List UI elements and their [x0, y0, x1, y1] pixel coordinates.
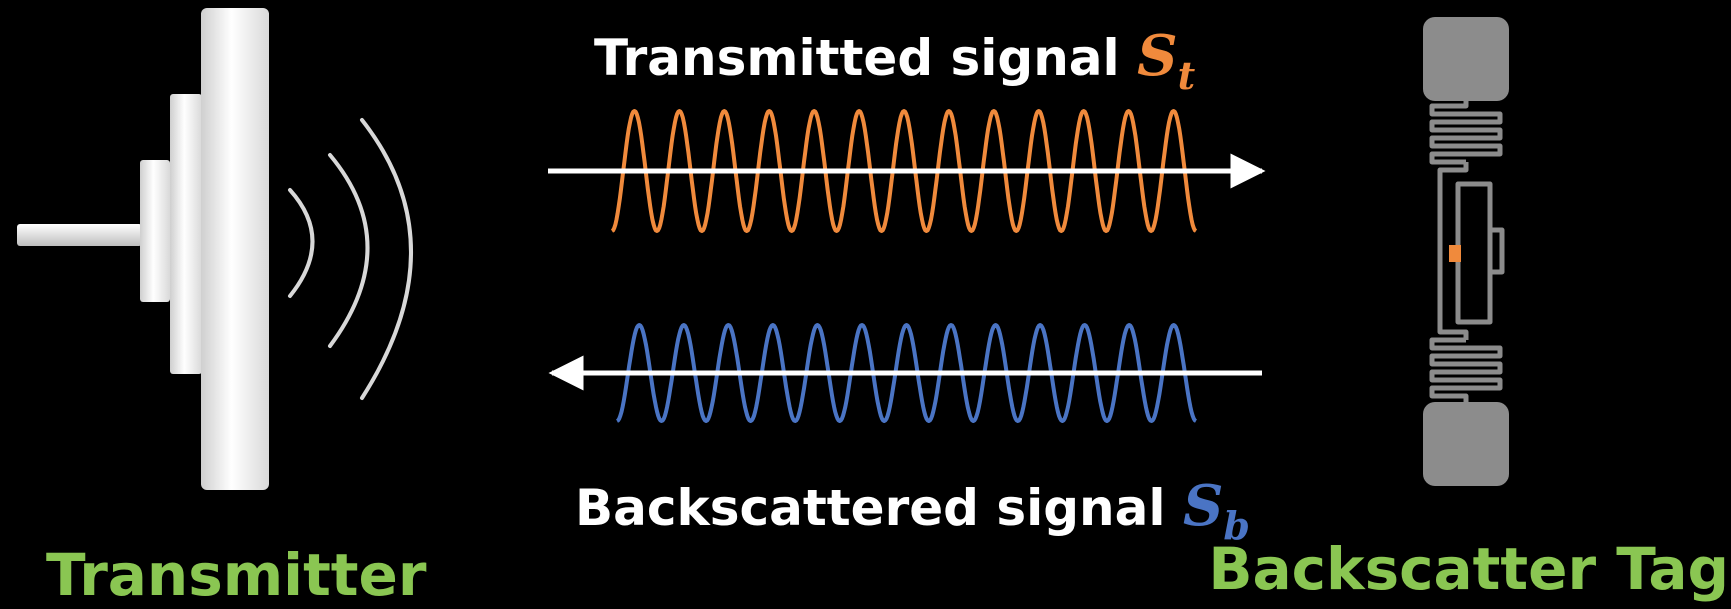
side-trace: [1490, 227, 1505, 275]
tag-chip: [1449, 245, 1461, 262]
antenna-icon: [17, 8, 269, 490]
backscattered-signal-label: Backscattered signal: [575, 479, 1166, 537]
backscattered-signal-subscript: b: [1223, 503, 1250, 548]
transmitted-signal-subscript: t: [1177, 53, 1196, 98]
backscattered-signal-symbol: Sb: [1182, 473, 1250, 548]
transmitted-wave: [610, 109, 1198, 233]
center-loop: [1455, 181, 1493, 325]
transmitted-signal-title: Transmitted signal St: [594, 28, 1195, 95]
rfid-tag-icon: [1423, 17, 1509, 486]
upper-meander: [1429, 101, 1503, 165]
large-arc: [360, 118, 413, 400]
transmitter-label: Transmitter: [46, 541, 427, 609]
medium-arc: [328, 153, 370, 348]
radiation-arcs-icon: [288, 118, 413, 400]
backscatter-tag-label: Backscatter Tag: [1208, 535, 1729, 603]
lower-meander: [1429, 337, 1503, 402]
transmitted-signal-label: Transmitted signal: [594, 29, 1120, 87]
backscattered-signal-title: Backscattered signal Sb: [575, 478, 1250, 545]
small-arc: [288, 188, 315, 298]
transmitted-signal-symbol: St: [1137, 23, 1196, 98]
backscattered-wave: [616, 323, 1197, 423]
feed-loop: [1437, 162, 1469, 340]
